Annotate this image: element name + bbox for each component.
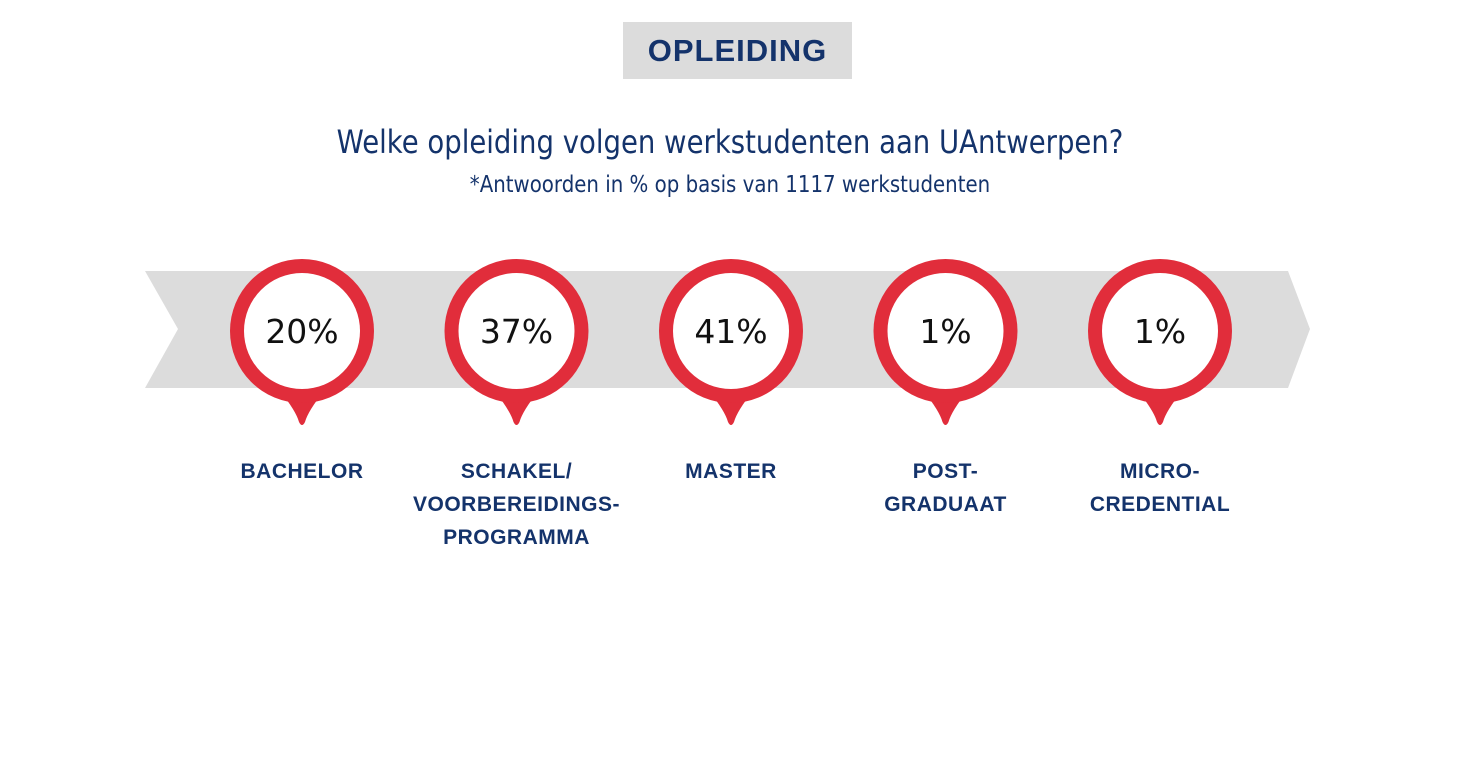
marker-1: 20% xyxy=(230,259,374,425)
value-label: 1% xyxy=(1134,312,1186,351)
value-label: 37% xyxy=(480,312,553,351)
marker-disc xyxy=(1102,273,1218,389)
marker-2: 37% xyxy=(444,259,589,425)
marker-disc xyxy=(887,273,1004,389)
value-label: 41% xyxy=(694,312,767,351)
category-label: MICRO- CREDENTIAL xyxy=(1089,460,1231,516)
category-label: BACHELOR xyxy=(240,460,364,483)
section-title: OPLEIDING xyxy=(647,32,828,68)
marker-disc xyxy=(673,273,789,389)
marker-disc xyxy=(458,273,575,389)
marker-3: 41% xyxy=(659,259,803,425)
marker-5: 1% xyxy=(1088,259,1232,425)
marker-4: 1% xyxy=(873,259,1018,425)
chart-subtitle: *Antwoorden in % op basis van 1117 werks… xyxy=(469,172,991,198)
marker-disc xyxy=(244,273,360,389)
category-label: MASTER xyxy=(685,460,777,483)
category-label: SCHAKEL/ VOORBEREIDINGS- PROGRAMMA xyxy=(412,460,621,549)
chart-title: Welke opleiding volgen werkstudenten aan… xyxy=(336,123,1124,161)
category-label: POST- GRADUAAT xyxy=(884,460,1007,516)
value-label: 1% xyxy=(919,312,971,351)
value-label: 20% xyxy=(265,312,338,351)
section-title-box: OPLEIDING xyxy=(623,22,852,79)
